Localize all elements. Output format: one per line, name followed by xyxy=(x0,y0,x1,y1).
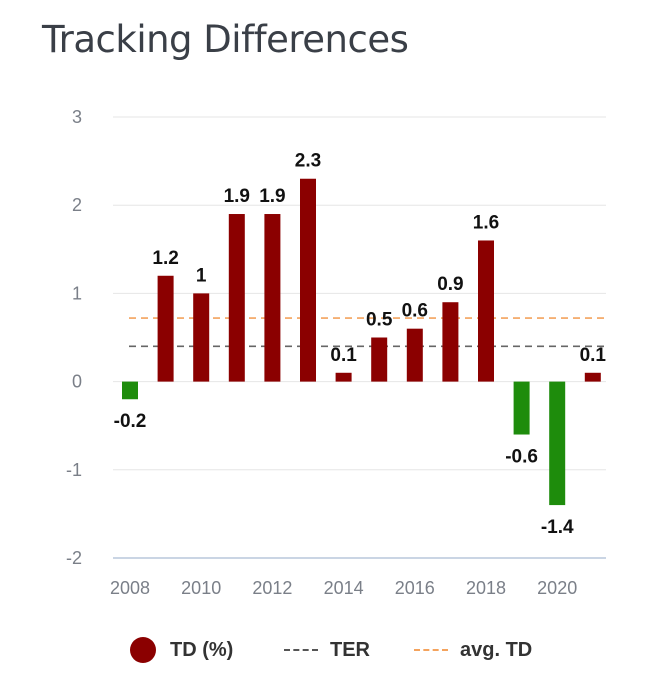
y-tick-label: -1 xyxy=(66,460,82,480)
data-label: -1.4 xyxy=(541,517,574,538)
legend-td-label: TD (%) xyxy=(170,638,234,661)
data-label: 0.6 xyxy=(402,301,428,322)
legend-ter-marker-icon xyxy=(284,649,318,651)
bar xyxy=(228,214,245,382)
x-tick-label: 2018 xyxy=(466,578,506,598)
data-label: 0.5 xyxy=(366,310,393,331)
x-tick-label: 2012 xyxy=(252,578,292,598)
chart-title: Tracking Differences xyxy=(42,18,409,61)
y-tick-label: 3 xyxy=(72,107,82,127)
legend-item-td[interactable]: TD (%) xyxy=(130,632,233,668)
x-tick-label: 2010 xyxy=(181,578,221,598)
data-label: 2.3 xyxy=(295,151,321,172)
bar xyxy=(371,337,388,382)
bar xyxy=(549,381,566,506)
bar xyxy=(157,275,174,382)
legend-item-ter[interactable]: TER xyxy=(284,632,370,668)
bar xyxy=(122,381,138,400)
bar xyxy=(442,302,459,382)
tracking-difference-chart: 3 2 1 0 -1 -2 2008 2010 2012 2014 2016 2018 2020 -0.2… xyxy=(66,107,607,598)
x-tick-label: 2014 xyxy=(324,578,364,598)
data-label: 1.2 xyxy=(152,248,178,269)
legend-avg-td-label: avg. TD xyxy=(460,638,533,661)
data-label: 0.1 xyxy=(330,345,357,366)
legend-item-avg-td[interactable]: avg. TD xyxy=(414,632,532,668)
y-tick-label: -2 xyxy=(66,548,82,568)
bar xyxy=(513,381,530,435)
bar xyxy=(193,293,210,382)
legend: TD (%) TER avg. TD xyxy=(0,632,670,672)
y-tick-label: 1 xyxy=(72,283,82,303)
data-label: 1.9 xyxy=(259,186,285,207)
x-tick-label: 2008 xyxy=(110,578,150,598)
data-label: 1.6 xyxy=(473,212,499,233)
y-tick-label: 0 xyxy=(72,372,82,392)
bar xyxy=(335,372,352,382)
legend-td-marker-icon xyxy=(130,637,156,663)
x-tick-label: 2016 xyxy=(395,578,435,598)
legend-ter-label: TER xyxy=(330,638,370,661)
x-tick-label: 2020 xyxy=(537,578,577,598)
data-label: 1 xyxy=(196,265,207,286)
data-label: -0.2 xyxy=(114,411,147,432)
bar xyxy=(478,240,494,382)
y-tick-label: 2 xyxy=(72,195,82,215)
bar xyxy=(584,372,601,382)
data-label: 1.9 xyxy=(224,186,250,207)
data-label: -0.6 xyxy=(505,447,538,468)
bar xyxy=(406,328,423,382)
data-label: 0.1 xyxy=(580,345,607,366)
bar xyxy=(264,214,281,382)
data-label: 0.9 xyxy=(437,274,463,295)
bar xyxy=(300,178,316,382)
legend-avg-td-marker-icon xyxy=(414,649,448,651)
